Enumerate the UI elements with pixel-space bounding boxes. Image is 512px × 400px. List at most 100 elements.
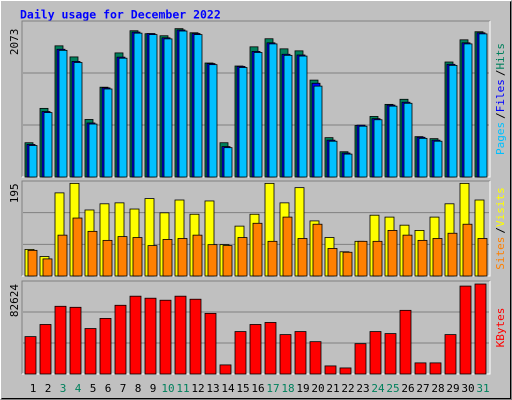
bar [162,239,173,277]
bar [177,238,188,277]
bar [283,54,293,178]
bar [163,38,173,178]
x-tick-label: 17 [266,382,279,395]
bar [369,331,382,375]
x-tick-label: 8 [135,382,142,395]
bar [444,334,457,375]
legend-separator: / [494,70,507,77]
bar [252,222,263,277]
bar [328,140,338,178]
bar [118,57,128,178]
legend: Sites /Visits [494,187,507,270]
bar [238,67,248,178]
panel-frame-dark [21,20,490,177]
x-tick-label: 16 [251,382,264,395]
legend-entry: Pages [494,122,507,155]
x-tick-label: 5 [90,382,97,395]
bar [223,147,233,178]
bar [324,365,337,375]
bar [99,318,112,375]
bar [73,62,83,178]
x-tick-label: 25 [386,382,399,395]
bar [447,232,458,277]
bar [222,245,233,277]
legend: KBytes [494,308,507,348]
bar [402,234,413,277]
bar [312,223,323,277]
bar [339,367,352,375]
legend-entry: Files [494,79,507,112]
bar [354,343,367,375]
bar [432,238,443,277]
bar [253,52,263,178]
x-tick-label: 21 [326,382,339,395]
y-tick-label: 82624 [8,284,21,317]
bar [327,248,338,277]
x-tick-label: 28 [431,382,444,395]
panel-frame-dark [21,280,490,374]
bar [159,299,172,375]
x-tick-label: 20 [311,382,324,395]
x-tick-label: 24 [371,382,385,395]
bar [87,230,98,277]
legend-separator: / [494,227,507,234]
x-tick-label: 14 [221,382,235,395]
bar [219,364,232,375]
bar [129,295,142,375]
bar [477,238,488,277]
bar [117,236,128,277]
bar [294,331,307,375]
legend-entry: Sites [494,237,507,270]
bar [88,123,98,178]
bar [429,362,442,375]
bar [132,237,143,277]
x-tick-label: 13 [206,382,219,395]
bar [343,153,353,178]
bar [474,283,487,375]
bar [193,34,203,178]
legend-entry: Hits [494,43,507,70]
bar [24,336,37,375]
x-tick-label: 26 [401,382,414,395]
bar [204,312,217,375]
bar [267,240,278,277]
bar [342,251,353,277]
x-tick-label: 11 [176,382,189,395]
bar [414,362,427,375]
bar [462,223,473,277]
bar [189,298,202,375]
bar [373,119,383,178]
bar [387,229,398,277]
bar [264,322,277,375]
bar [358,125,368,178]
x-tick-label: 29 [446,382,459,395]
bar [207,244,218,277]
bar [114,304,127,375]
x-tick-label: 2 [45,382,52,395]
x-tick-label: 19 [296,382,309,395]
bar [54,305,67,375]
bar [208,64,218,178]
bar [28,145,38,178]
bar [448,64,458,178]
bar [279,334,292,375]
bar [357,240,368,277]
bar [463,43,473,178]
bar [27,249,38,277]
bar [388,105,398,178]
y-tick-label: 2073 [8,29,21,56]
x-tick-label: 15 [236,382,249,395]
bar [69,306,82,375]
x-tick-label: 3 [60,382,67,395]
bar [84,328,97,375]
bar [297,238,308,277]
bar [372,240,383,277]
bar [72,217,83,277]
bar [399,309,412,375]
x-tick-label: 9 [150,382,157,395]
bar [148,34,158,178]
bar [133,32,143,178]
bar [178,30,188,178]
bar [57,234,68,277]
